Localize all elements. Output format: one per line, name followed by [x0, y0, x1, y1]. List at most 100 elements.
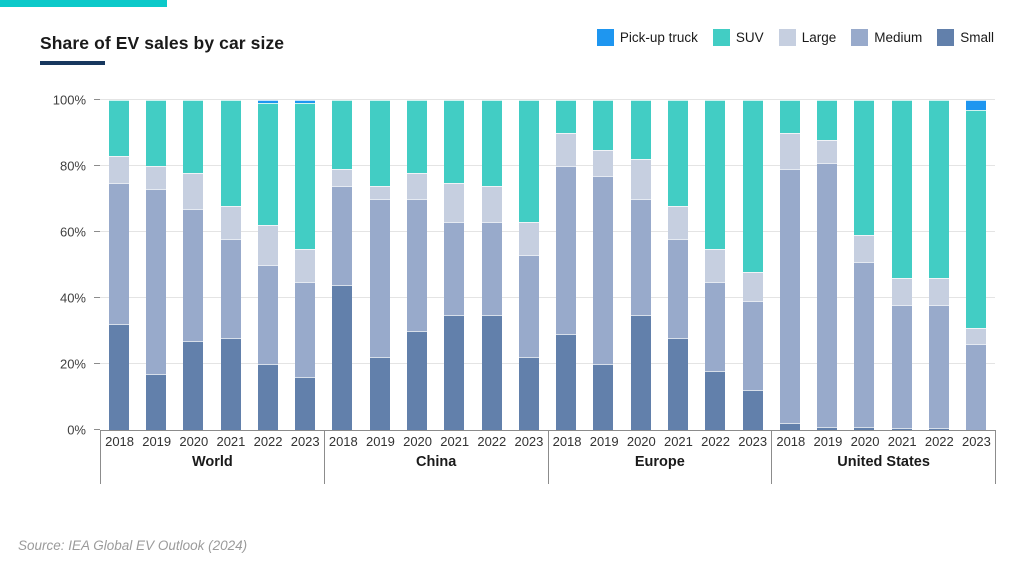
x-years-row: 2018 2019 2020 2021 2022 2023: [325, 431, 548, 449]
bar-slot: [175, 100, 212, 430]
gridline: [100, 165, 995, 166]
bar-segment-suv: [891, 100, 912, 279]
stacked-bar-china-2019: [369, 100, 390, 430]
y-tick-mark: [94, 99, 100, 100]
legend-swatch-icon: [712, 29, 730, 46]
bar-segment-medium: [369, 199, 390, 358]
title-underline: [40, 61, 105, 65]
bar-slot: [659, 100, 696, 430]
bar-slot: [473, 100, 510, 430]
stacked-bar-world-2021: [220, 100, 241, 430]
bar-segment-medium: [556, 166, 577, 335]
bar-segment-small: [854, 426, 875, 430]
bar-slot: [734, 100, 771, 430]
bar-segment-medium: [332, 185, 353, 285]
y-tick-label: 60%: [59, 224, 86, 240]
legend-label: Large: [801, 30, 837, 45]
bar-segment-large: [108, 156, 129, 183]
stacked-bar-china-2022: [481, 100, 502, 430]
bar-segment-large: [481, 185, 502, 223]
bar-segment-suv: [295, 103, 316, 249]
stacked-bar-world-2020: [183, 100, 204, 430]
bar-segment-small: [891, 428, 912, 430]
bar-segment-medium: [929, 304, 950, 429]
bar-segment-medium: [593, 175, 614, 364]
bar-segment-large: [593, 149, 614, 176]
bar-segment-suv: [145, 100, 166, 167]
y-axis: 0% 20% 40% 60% 80% 100%: [0, 93, 100, 438]
bar-segment-small: [593, 364, 614, 430]
x-year-label: 2019: [365, 434, 395, 449]
bar-slot: [771, 100, 808, 430]
stacked-bar-europe-2021: [668, 100, 689, 430]
legend: Pick-up truck SUV Large Medium Small: [596, 29, 994, 46]
bar-group-china: [324, 100, 548, 430]
bar-segment-small: [929, 428, 950, 430]
bar-slot: [697, 100, 734, 430]
x-year-label: 2023: [290, 434, 320, 449]
y-tick-label: 80%: [59, 158, 86, 174]
y-tick-label: 0%: [67, 422, 86, 438]
bar-segment-suv: [556, 100, 577, 134]
stacked-bar-united-states-2022: [929, 100, 950, 430]
y-tick-label: 20%: [59, 356, 86, 372]
legend-swatch-icon: [937, 29, 955, 46]
bar-segment-suv: [108, 100, 129, 157]
bar-segment-small: [444, 314, 465, 430]
legend-swatch-icon: [851, 29, 869, 46]
bar-segment-large: [891, 278, 912, 305]
bar-segment-suv: [668, 100, 689, 206]
bar-segment-large: [854, 235, 875, 262]
stacked-bar-europe-2020: [630, 100, 651, 430]
bar-segment-small: [369, 357, 390, 430]
bar-segment-suv: [183, 100, 204, 173]
bar-group-europe: [548, 100, 772, 430]
gridline: [100, 297, 995, 298]
bar-segment-large: [406, 172, 427, 199]
bar-segment-medium: [183, 208, 204, 341]
x-year-label: 2022: [701, 434, 731, 449]
x-years-row: 2018 2019 2020 2021 2022 2023: [101, 431, 324, 449]
bar-segment-large: [444, 182, 465, 223]
bar-segment-large: [817, 139, 838, 163]
bar-segment-suv: [257, 103, 278, 226]
legend-swatch-icon: [778, 29, 796, 46]
bar-segment-suv: [593, 100, 614, 150]
bar-segment-small: [779, 423, 800, 430]
bar-segment-suv: [220, 100, 241, 206]
bar-segment-medium: [295, 281, 316, 378]
bar-slot: [548, 100, 585, 430]
x-years-row: 2018 2019 2020 2021 2022 2023: [772, 431, 995, 449]
bar-group-world: [100, 100, 324, 430]
x-year-label: 2022: [924, 434, 954, 449]
bar-segment-small: [257, 364, 278, 430]
bar-slot: [286, 100, 323, 430]
plot-area: [100, 99, 995, 430]
bar-segment-large: [929, 278, 950, 305]
region-label: United States: [837, 454, 930, 470]
stacked-bar-world-2019: [145, 100, 166, 430]
bar-segment-suv: [742, 100, 763, 272]
bar-segment-suv: [481, 100, 502, 186]
bar-group-united-states: [771, 100, 995, 430]
x-year-label: 2019: [813, 434, 843, 449]
region-label: World: [191, 454, 233, 470]
bar-segment-small: [630, 314, 651, 430]
bar-slot: [137, 100, 174, 430]
x-group-cell-world: 2018 2019 2020 2021 2022 2023 World: [101, 431, 325, 484]
bar-segment-large: [630, 159, 651, 199]
bar-slot: [622, 100, 659, 430]
y-tick-mark: [94, 429, 100, 430]
legend-item-suv: SUV: [712, 29, 764, 46]
bar-segment-pick-up-truck: [295, 100, 316, 104]
bar-segment-large: [220, 205, 241, 239]
bar-segment-suv: [705, 100, 726, 249]
legend-label: Pick-up truck: [619, 30, 698, 45]
bar-slot: [361, 100, 398, 430]
bar-segment-large: [779, 133, 800, 170]
bar-segment-small: [742, 390, 763, 430]
bar-segment-large: [295, 248, 316, 282]
bar-segment-medium: [817, 162, 838, 427]
x-year-label: 2021: [440, 434, 470, 449]
bar-slot: [249, 100, 286, 430]
